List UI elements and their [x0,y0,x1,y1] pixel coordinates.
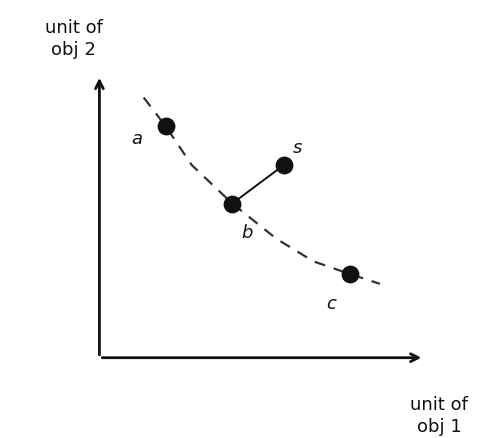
Text: unit of
obj 1: unit of obj 1 [410,396,468,436]
Point [346,271,354,278]
Point [280,162,288,169]
Point [162,123,170,130]
Text: s: s [293,139,302,157]
Text: unit of
obj 2: unit of obj 2 [44,19,102,59]
Text: b: b [242,224,253,242]
Point [228,200,236,207]
Text: a: a [131,130,142,148]
Text: c: c [326,295,336,313]
